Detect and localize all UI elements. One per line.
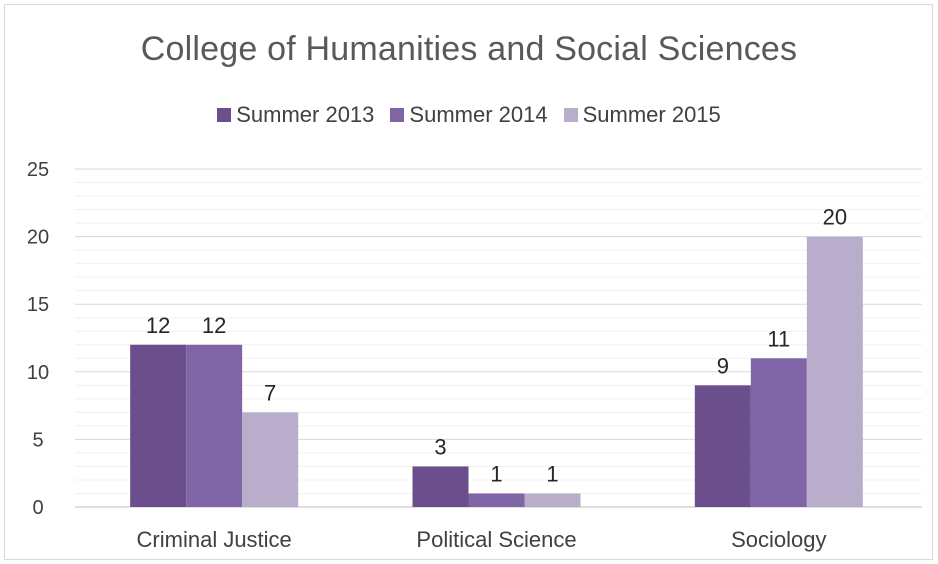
bar-sociology-series-2 <box>806 236 863 507</box>
bar-criminal-justice-series-0 <box>130 344 187 507</box>
x-category-label: Political Science <box>416 527 576 552</box>
y-tick-label: 25 <box>27 159 49 181</box>
bar-criminal-justice-series-1 <box>186 344 243 507</box>
data-label: 12 <box>146 313 170 338</box>
y-tick-label: 10 <box>27 362 49 384</box>
legend-label: Summer 2015 <box>582 102 721 127</box>
data-label: 3 <box>434 434 446 459</box>
data-label: 7 <box>264 380 276 405</box>
data-label: 20 <box>823 205 847 230</box>
y-tick-label: 5 <box>32 429 43 451</box>
bar-sociology-series-1 <box>750 358 807 507</box>
legend-label: Summer 2013 <box>236 102 375 127</box>
data-label: 9 <box>717 353 729 378</box>
y-tick-label: 20 <box>27 227 49 249</box>
x-category-label: Sociology <box>731 527 826 552</box>
legend-item-series-0: Summer 2013 <box>217 102 374 128</box>
bar-political-science-series-2 <box>524 493 581 507</box>
data-label: 11 <box>767 326 790 351</box>
chart-title: College of Humanities and Social Science… <box>140 30 798 68</box>
legend-item-series-2: Summer 2015 <box>563 102 721 128</box>
bar-political-science-series-0 <box>412 466 469 507</box>
bar-sociology-series-0 <box>694 385 751 507</box>
data-label: 12 <box>202 313 226 338</box>
bar-criminal-justice-series-2 <box>242 412 299 507</box>
legend-swatch <box>563 108 578 122</box>
y-tick-label: 0 <box>32 497 43 519</box>
chart-legend: Summer 2013 Summer 2014 Summer 2015 <box>0 102 938 128</box>
bar-political-science-series-1 <box>468 493 525 507</box>
data-label: 1 <box>490 461 502 486</box>
legend-item-series-1: Summer 2014 <box>390 102 548 128</box>
y-tick-label: 15 <box>27 294 49 316</box>
legend-swatch <box>390 108 405 122</box>
legend-swatch <box>217 108 232 122</box>
data-label: 1 <box>546 461 558 486</box>
legend-label: Summer 2014 <box>409 102 548 127</box>
x-category-label: Criminal Justice <box>137 527 292 552</box>
